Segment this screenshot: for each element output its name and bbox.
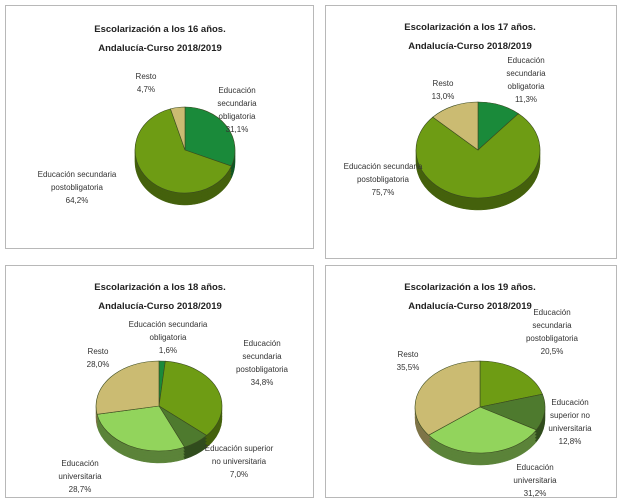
- chart-title: Escolarización a los 19 años.: [404, 282, 536, 293]
- data-label: Educación superior no universitaria 7,0%: [204, 442, 274, 481]
- data-label: Educación secundaria obligatoria 11,3%: [496, 54, 556, 106]
- pie-slice: [479, 360, 543, 408]
- pie-slice: [414, 360, 481, 436]
- slice-name: Educación secundaria postobligatoria: [525, 308, 579, 343]
- chart-subtitle: Andalucía-Curso 2018/2019: [98, 43, 222, 54]
- data-label: Educación secundaria obligatoria 31,1%: [202, 84, 272, 136]
- data-label: Resto 35,5%: [383, 348, 433, 374]
- chart-title: Escolarización a los 16 años.: [94, 24, 226, 35]
- pie-slice: [95, 360, 160, 415]
- data-label: Educación superior no universitaria 12,8%: [540, 396, 600, 448]
- slice-value: 7,0%: [229, 470, 249, 479]
- slice-name: Educación superior no universitaria: [548, 398, 592, 433]
- slice-name: Educación superior no universitaria: [204, 444, 274, 466]
- chart-subtitle: Andalucía-Curso 2018/2019: [408, 41, 532, 52]
- pie-slice: [170, 106, 186, 151]
- pie-slice: [134, 108, 232, 194]
- panel: [325, 265, 617, 498]
- slice-name: Educación secundaria obligatoria: [128, 320, 208, 342]
- pie-slice: [96, 405, 185, 452]
- slice-value: 28,7%: [68, 485, 92, 494]
- data-label: Resto 4,7%: [121, 70, 171, 96]
- panel: [5, 265, 314, 498]
- slice-value: 1,6%: [158, 346, 178, 355]
- slice-name: Resto: [87, 347, 109, 356]
- slice-value: 12,8%: [558, 437, 582, 446]
- slice-value: 64,2%: [65, 196, 89, 205]
- data-label: Resto 13,0%: [418, 77, 468, 103]
- slice-value: 35,5%: [396, 363, 420, 372]
- pie-slice: [415, 113, 541, 199]
- slice-value: 31,1%: [225, 125, 249, 134]
- data-label: Educación secundaria postobligatoria 64,2…: [37, 168, 117, 207]
- chart-subtitle: Andalucía-Curso 2018/2019: [408, 301, 532, 312]
- pie-slice: [428, 406, 537, 454]
- slice-value: 4,7%: [136, 85, 156, 94]
- pie-slice: [432, 101, 479, 151]
- slice-value: 13,0%: [431, 92, 455, 101]
- slice-value: 20,5%: [540, 347, 564, 356]
- data-label: Educación universitaria 31,2%: [505, 461, 565, 500]
- data-label: Resto 28,0%: [73, 345, 123, 371]
- panel: [325, 5, 617, 259]
- slice-name: Educación secundaria postobligatoria: [235, 339, 289, 374]
- slice-value: 11,3%: [514, 95, 538, 104]
- slice-name: Educación secundaria obligatoria: [506, 56, 546, 91]
- data-label: Educación secundaria obligatoria 1,6%: [113, 318, 223, 357]
- slice-name: Educación universitaria: [513, 463, 557, 485]
- slice-name: Educación secundaria postobligatoria: [343, 162, 423, 184]
- data-label: Educación secundaria postobligatoria 34,8…: [227, 337, 297, 389]
- slice-value: 28,0%: [86, 360, 110, 369]
- chart-title: Escolarización a los 17 años.: [404, 22, 536, 33]
- panel: [5, 5, 314, 249]
- slice-name: Educación secundaria obligatoria: [217, 86, 257, 121]
- pie-slice: [184, 106, 236, 167]
- slice-name: Resto: [397, 350, 419, 359]
- slice-name: Educación secundaria postobligatoria: [37, 170, 117, 192]
- data-label: Educación secundaria postobligatoria 20,5…: [517, 306, 587, 358]
- data-label: Educación secundaria postobligatoria 75,7…: [343, 160, 423, 199]
- slice-name: Resto: [135, 72, 157, 81]
- data-label: Educación universitaria 28,7%: [45, 457, 115, 496]
- slice-value: 75,7%: [371, 188, 395, 197]
- slice-name: Resto: [432, 79, 454, 88]
- chart-subtitle: Andalucía-Curso 2018/2019: [98, 301, 222, 312]
- slice-name: Educación universitaria: [58, 459, 102, 481]
- slice-value: 34,8%: [250, 378, 274, 387]
- pie-slice: [158, 360, 223, 436]
- chart-title: Escolarización a los 18 años.: [94, 282, 226, 293]
- slice-value: 31,2%: [523, 489, 547, 498]
